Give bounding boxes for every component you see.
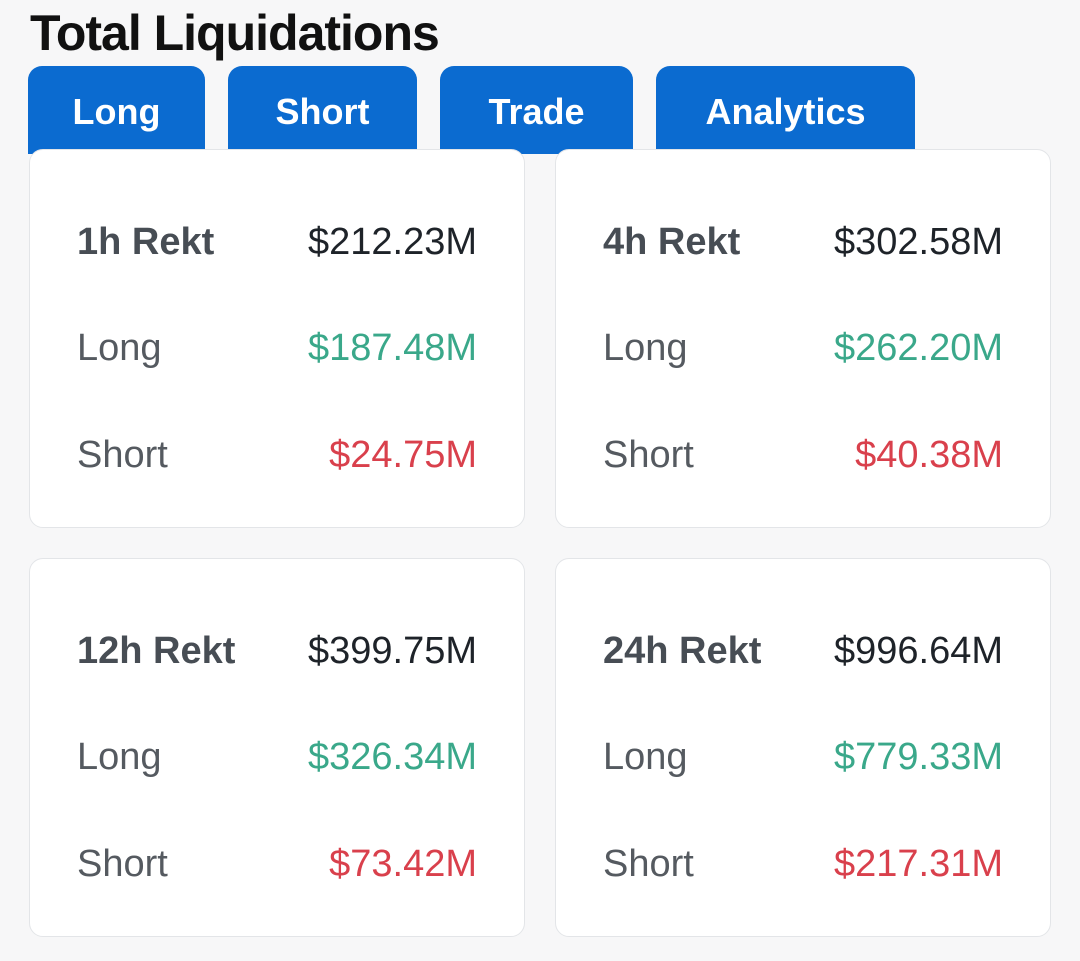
tab-analytics[interactable]: Analytics xyxy=(656,66,915,154)
liquidation-card-24h: 24h Rekt $996.64M Long $779.33M Short $2… xyxy=(555,558,1051,937)
long-row: Long $262.20M xyxy=(603,318,1003,378)
period-label: 1h Rekt xyxy=(77,220,215,263)
short-label: Short xyxy=(77,433,168,476)
short-row: Short $40.38M xyxy=(603,425,1003,485)
short-row: Short $217.31M xyxy=(603,834,1003,894)
tab-trade[interactable]: Trade xyxy=(440,66,633,154)
liquidation-card-1h: 1h Rekt $212.23M Long $187.48M Short $24… xyxy=(29,149,525,528)
total-value: $212.23M xyxy=(307,220,477,263)
tab-long[interactable]: Long xyxy=(28,66,205,154)
total-row: 1h Rekt $212.23M xyxy=(77,212,477,272)
short-value: $217.31M xyxy=(833,842,1003,885)
total-value: $302.58M xyxy=(833,220,1003,263)
long-value: $262.20M xyxy=(833,326,1003,369)
total-value: $399.75M xyxy=(307,629,477,672)
long-row: Long $187.48M xyxy=(77,318,477,378)
period-label: 12h Rekt xyxy=(77,629,236,672)
long-label: Long xyxy=(77,735,162,778)
short-label: Short xyxy=(603,433,694,476)
long-value: $326.34M xyxy=(307,735,477,778)
short-label: Short xyxy=(603,842,694,885)
tab-short[interactable]: Short xyxy=(228,66,417,154)
total-value: $996.64M xyxy=(833,629,1003,672)
page-title: Total Liquidations xyxy=(30,5,440,61)
liquidation-card-4h: 4h Rekt $302.58M Long $262.20M Short $40… xyxy=(555,149,1051,528)
long-row: Long $779.33M xyxy=(603,727,1003,787)
short-value: $40.38M xyxy=(855,433,1003,476)
total-row: 12h Rekt $399.75M xyxy=(77,621,477,681)
short-value: $24.75M xyxy=(329,433,477,476)
liquidation-card-12h: 12h Rekt $399.75M Long $326.34M Short $7… xyxy=(29,558,525,937)
period-label: 4h Rekt xyxy=(603,220,741,263)
short-row: Short $73.42M xyxy=(77,834,477,894)
long-value: $187.48M xyxy=(307,326,477,369)
long-row: Long $326.34M xyxy=(77,727,477,787)
total-row: 4h Rekt $302.58M xyxy=(603,212,1003,272)
long-label: Long xyxy=(603,735,688,778)
short-row: Short $24.75M xyxy=(77,425,477,485)
long-label: Long xyxy=(603,326,688,369)
short-value: $73.42M xyxy=(329,842,477,885)
period-label: 24h Rekt xyxy=(603,629,762,672)
total-row: 24h Rekt $996.64M xyxy=(603,621,1003,681)
short-label: Short xyxy=(77,842,168,885)
long-value: $779.33M xyxy=(833,735,1003,778)
long-label: Long xyxy=(77,326,162,369)
